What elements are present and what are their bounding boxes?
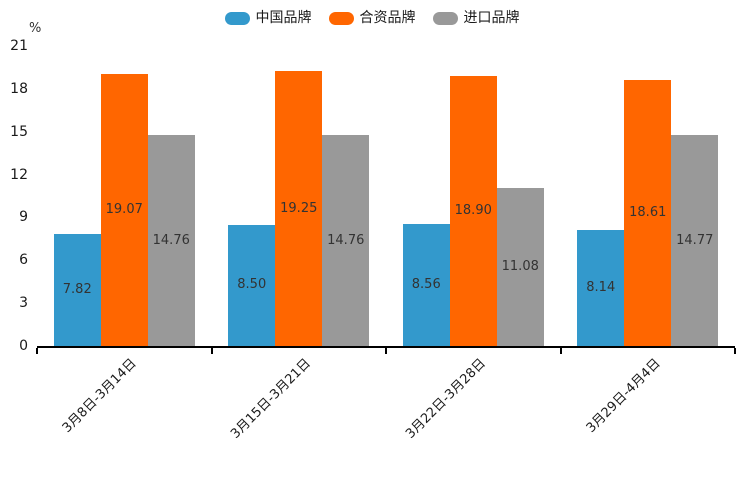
bar-value-label: 18.61	[629, 205, 667, 221]
y-tick-label: 6	[19, 252, 28, 269]
y-tick-label: 21	[10, 38, 28, 54]
legend-swatch-import-brand	[432, 11, 458, 25]
x-axis-tick	[559, 348, 562, 354]
bar-joint-venture-brand-group4	[624, 80, 672, 346]
x-axis-tick	[385, 348, 387, 354]
y-tick-label: 15	[10, 123, 28, 140]
bar-value-label: 8.14	[586, 279, 616, 295]
bar-joint-venture-brand-group2	[275, 71, 323, 346]
bar-joint-venture-brand-group3	[449, 76, 497, 346]
bar-import-brand-group4	[671, 135, 719, 346]
bar-joint-venture-brand-group1	[100, 73, 148, 346]
y-tick-label: 18	[10, 80, 28, 97]
legend-swatch-china-brand	[224, 11, 250, 25]
bar-china-brand-group2	[228, 224, 276, 346]
legend-label-china-brand: 中国品牌	[255, 10, 312, 26]
y-tick-label: 9	[19, 209, 28, 226]
legend-item-china-brand: 中国品牌	[224, 9, 312, 27]
x-axis-tick	[734, 348, 736, 354]
bar-value-label: 14.76	[327, 232, 365, 248]
x-axis-category-label: 3月22日-3月28日	[403, 356, 489, 442]
x-axis-category-label: 3月8日-3月14日	[59, 356, 140, 436]
bar-value-label: 14.77	[676, 232, 714, 248]
y-tick-label: 12	[10, 166, 28, 183]
bar-value-label: 19.07	[105, 201, 143, 217]
y-axis-unit-label: %	[29, 21, 42, 36]
bar-value-label: 8.50	[237, 277, 267, 293]
bar-china-brand-group4	[577, 229, 625, 346]
legend-label-joint-venture-brand: 合资品牌	[359, 10, 416, 26]
bar-value-label: 8.56	[411, 276, 441, 292]
legend: 中国品牌 合资品牌 进口品牌	[0, 9, 744, 27]
legend-item-import-brand: 进口品牌	[432, 9, 520, 27]
x-axis-category-label: 3月29日-4月4日	[583, 356, 664, 436]
legend-swatch-joint-venture-brand	[328, 11, 354, 25]
x-axis-category-label: 3月15日-3月21日	[228, 356, 315, 442]
bar-import-brand-group3	[496, 187, 544, 346]
bar-value-label: 14.76	[152, 232, 190, 248]
bar-value-label: 7.82	[62, 282, 92, 298]
x-axis-tick	[210, 348, 213, 354]
legend-label-import-brand: 进口品牌	[463, 10, 520, 26]
bar-import-brand-group2	[322, 135, 370, 346]
bar-china-brand-group1	[53, 234, 101, 346]
bar-value-label: 11.08	[501, 258, 539, 274]
x-axis-line	[37, 346, 735, 348]
y-tick-label: 3	[19, 295, 28, 312]
x-axis-tick	[36, 348, 38, 354]
bar-value-label: 18.90	[454, 203, 492, 218]
legend-item-joint-venture-brand: 合资品牌	[328, 9, 416, 27]
y-tick-label: 0	[19, 338, 28, 354]
bar-china-brand-group3	[402, 223, 450, 346]
bar-value-label: 19.25	[280, 200, 318, 216]
bar-import-brand-group1	[147, 135, 195, 346]
